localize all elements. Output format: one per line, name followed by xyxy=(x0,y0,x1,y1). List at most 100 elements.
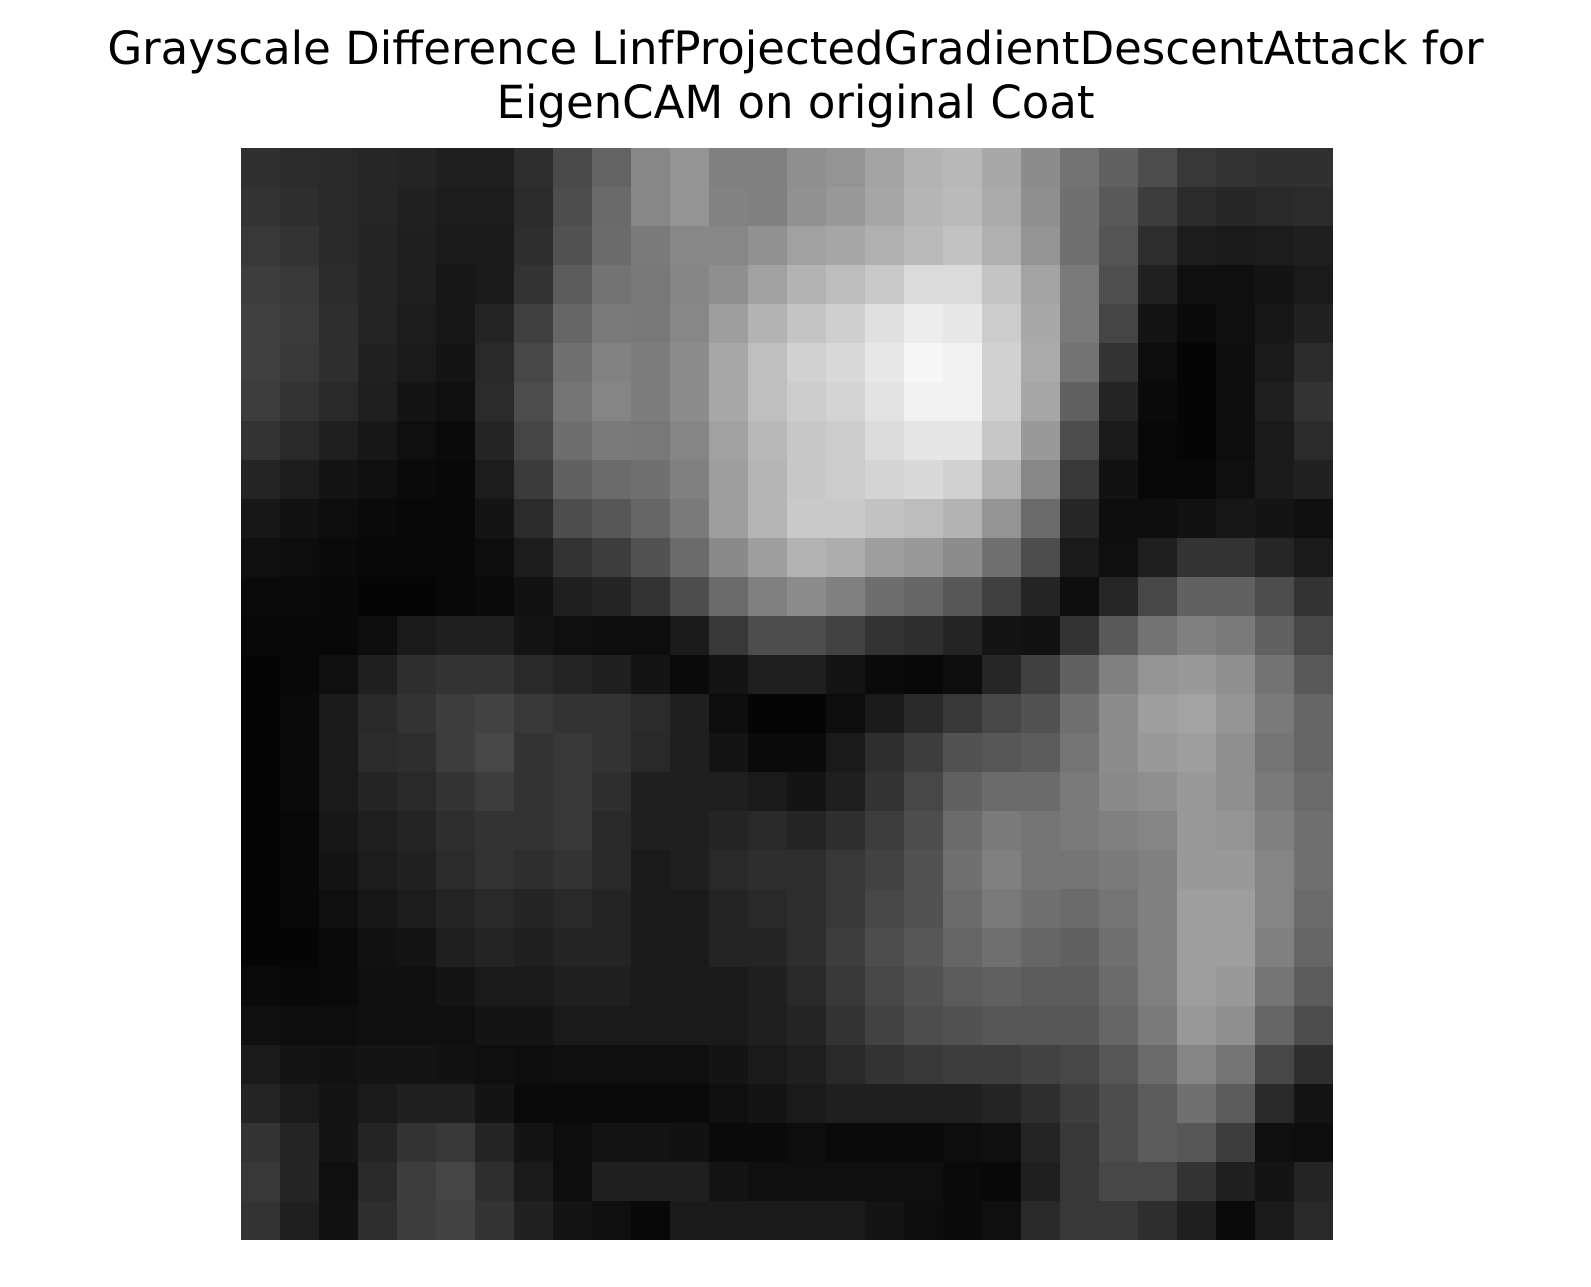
heatmap-cell-r27-c19 xyxy=(982,1201,1022,1240)
heatmap-cell-r10-c27 xyxy=(1294,538,1333,578)
heatmap-cell-r25-c24 xyxy=(1177,1123,1217,1163)
heatmap-cell-r16-c20 xyxy=(1021,772,1061,812)
heatmap-cell-r9-c11 xyxy=(670,499,710,539)
heatmap-cell-r13-c25 xyxy=(1216,655,1256,695)
heatmap-cell-r10-c0 xyxy=(241,538,281,578)
heatmap-cell-r23-c1 xyxy=(280,1045,320,1085)
heatmap-cell-r22-c16 xyxy=(865,1006,905,1046)
heatmap-cell-r3-c20 xyxy=(1021,265,1061,305)
heatmap-cell-r7-c22 xyxy=(1099,421,1139,461)
heatmap-cell-r2-c21 xyxy=(1060,226,1100,266)
heatmap-cell-r21-c22 xyxy=(1099,967,1139,1007)
heatmap-cell-r20-c5 xyxy=(436,928,476,968)
heatmap-cell-r0-c3 xyxy=(358,148,398,188)
heatmap-cell-r1-c6 xyxy=(475,187,515,227)
heatmap-cell-r22-c12 xyxy=(709,1006,749,1046)
heatmap-cell-r4-c25 xyxy=(1216,304,1256,344)
heatmap-cell-r22-c18 xyxy=(943,1006,983,1046)
heatmap-cell-r9-c7 xyxy=(514,499,554,539)
heatmap-cell-r5-c11 xyxy=(670,343,710,383)
heatmap-cell-r2-c8 xyxy=(553,226,593,266)
heatmap-cell-r16-c25 xyxy=(1216,772,1256,812)
heatmap-cell-r20-c22 xyxy=(1099,928,1139,968)
heatmap-cell-r19-c21 xyxy=(1060,889,1100,929)
heatmap-cell-r7-c24 xyxy=(1177,421,1217,461)
heatmap-cell-r12-c2 xyxy=(319,616,359,656)
heatmap-cell-r24-c11 xyxy=(670,1084,710,1124)
heatmap-cell-r9-c2 xyxy=(319,499,359,539)
heatmap-cell-r19-c23 xyxy=(1138,889,1178,929)
heatmap-cell-r19-c2 xyxy=(319,889,359,929)
heatmap-cell-r10-c5 xyxy=(436,538,476,578)
heatmap-cell-r18-c2 xyxy=(319,850,359,890)
heatmap-cell-r24-c8 xyxy=(553,1084,593,1124)
heatmap-cell-r24-c19 xyxy=(982,1084,1022,1124)
heatmap-cell-r6-c10 xyxy=(631,382,671,422)
heatmap-cell-r7-c26 xyxy=(1255,421,1295,461)
heatmap-cell-r27-c15 xyxy=(826,1201,866,1240)
heatmap-cell-r6-c17 xyxy=(904,382,944,422)
heatmap-cell-r1-c4 xyxy=(397,187,437,227)
heatmap-cell-r17-c19 xyxy=(982,811,1022,851)
heatmap-cell-r19-c1 xyxy=(280,889,320,929)
heatmap-cell-r26-c15 xyxy=(826,1162,866,1202)
heatmap-cell-r15-c5 xyxy=(436,733,476,773)
heatmap-cell-r0-c5 xyxy=(436,148,476,188)
heatmap-cell-r18-c14 xyxy=(787,850,827,890)
heatmap-cell-r3-c3 xyxy=(358,265,398,305)
heatmap-cell-r8-c16 xyxy=(865,460,905,500)
heatmap-cell-r21-c19 xyxy=(982,967,1022,1007)
heatmap-cell-r9-c14 xyxy=(787,499,827,539)
heatmap-cell-r16-c1 xyxy=(280,772,320,812)
heatmap-cell-r19-c5 xyxy=(436,889,476,929)
heatmap-cell-r27-c5 xyxy=(436,1201,476,1240)
heatmap-cell-r5-c10 xyxy=(631,343,671,383)
heatmap-cell-r8-c4 xyxy=(397,460,437,500)
heatmap-cell-r4-c20 xyxy=(1021,304,1061,344)
heatmap-cell-r16-c16 xyxy=(865,772,905,812)
heatmap-cell-r17-c16 xyxy=(865,811,905,851)
heatmap-cell-r20-c1 xyxy=(280,928,320,968)
heatmap-cell-r21-c18 xyxy=(943,967,983,1007)
heatmap-cell-r13-c17 xyxy=(904,655,944,695)
heatmap-cell-r23-c23 xyxy=(1138,1045,1178,1085)
heatmap-cell-r11-c18 xyxy=(943,577,983,617)
heatmap-cell-r9-c6 xyxy=(475,499,515,539)
heatmap-cell-r1-c14 xyxy=(787,187,827,227)
heatmap-cell-r0-c15 xyxy=(826,148,866,188)
heatmap-cell-r13-c10 xyxy=(631,655,671,695)
heatmap-cell-r4-c19 xyxy=(982,304,1022,344)
heatmap-cell-r18-c15 xyxy=(826,850,866,890)
heatmap-cell-r1-c2 xyxy=(319,187,359,227)
heatmap-cell-r2-c26 xyxy=(1255,226,1295,266)
heatmap-cell-r7-c14 xyxy=(787,421,827,461)
heatmap-cell-r14-c7 xyxy=(514,694,554,734)
heatmap-cell-r11-c0 xyxy=(241,577,281,617)
heatmap-cell-r19-c18 xyxy=(943,889,983,929)
heatmap-cell-r6-c4 xyxy=(397,382,437,422)
heatmap-cell-r22-c15 xyxy=(826,1006,866,1046)
heatmap-cell-r3-c8 xyxy=(553,265,593,305)
heatmap-cell-r0-c22 xyxy=(1099,148,1139,188)
heatmap-cell-r9-c3 xyxy=(358,499,398,539)
heatmap-cell-r7-c6 xyxy=(475,421,515,461)
heatmap-cell-r5-c21 xyxy=(1060,343,1100,383)
heatmap-cell-r14-c24 xyxy=(1177,694,1217,734)
heatmap-cell-r26-c10 xyxy=(631,1162,671,1202)
heatmap-cell-r9-c20 xyxy=(1021,499,1061,539)
heatmap-cell-r19-c10 xyxy=(631,889,671,929)
heatmap-cell-r3-c24 xyxy=(1177,265,1217,305)
heatmap-cell-r0-c1 xyxy=(280,148,320,188)
heatmap-cell-r0-c25 xyxy=(1216,148,1256,188)
heatmap-cell-r26-c13 xyxy=(748,1162,788,1202)
heatmap-cell-r16-c0 xyxy=(241,772,281,812)
heatmap-cell-r20-c24 xyxy=(1177,928,1217,968)
heatmap-cell-r3-c14 xyxy=(787,265,827,305)
heatmap-cell-r9-c17 xyxy=(904,499,944,539)
heatmap-cell-r16-c18 xyxy=(943,772,983,812)
heatmap-cell-r26-c8 xyxy=(553,1162,593,1202)
heatmap-cell-r4-c4 xyxy=(397,304,437,344)
heatmap-cell-r19-c14 xyxy=(787,889,827,929)
heatmap-cell-r7-c20 xyxy=(1021,421,1061,461)
heatmap-cell-r22-c0 xyxy=(241,1006,281,1046)
